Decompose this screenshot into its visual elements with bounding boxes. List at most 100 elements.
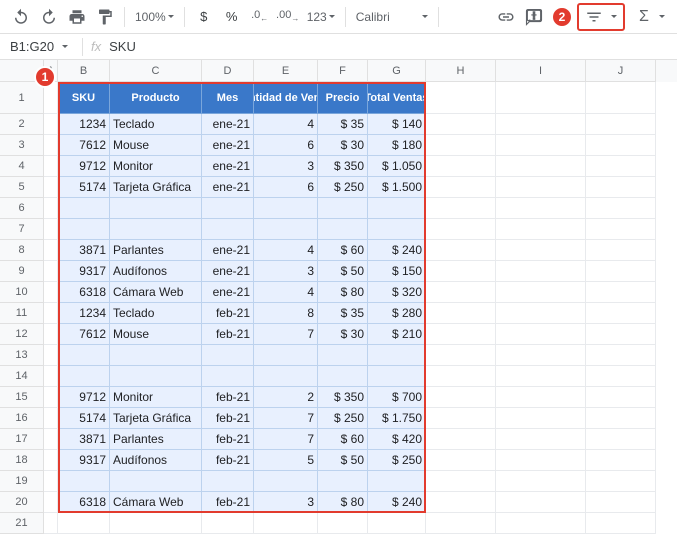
cell[interactable] [496,177,586,198]
cell[interactable]: Monitor [110,156,202,177]
row-header-18[interactable]: 18 [0,450,44,471]
cell[interactable]: feb-21 [202,408,254,429]
cell[interactable]: $ 60 [318,429,368,450]
cell[interactable] [368,471,426,492]
cell[interactable] [586,324,656,345]
cell[interactable]: 2 [254,387,318,408]
filter-button[interactable] [581,4,607,30]
cell[interactable] [496,324,586,345]
cell[interactable]: $ 350 [318,156,368,177]
row-header-10[interactable]: 10 [0,282,44,303]
redo-button[interactable] [36,4,62,30]
cell[interactable] [44,387,58,408]
cell[interactable]: ene-21 [202,156,254,177]
cell[interactable]: 3 [254,156,318,177]
cell[interactable]: $ 35 [318,114,368,135]
format-123-dropdown[interactable]: 123 [303,10,339,24]
cell[interactable] [426,219,496,240]
cell[interactable] [202,219,254,240]
cell[interactable]: 3871 [58,429,110,450]
column-header-H[interactable]: H [426,60,496,82]
row-header-2[interactable]: 2 [0,114,44,135]
cell[interactable] [318,513,368,534]
row-header-17[interactable]: 17 [0,429,44,450]
cell[interactable]: feb-21 [202,429,254,450]
cell[interactable] [496,282,586,303]
cell[interactable] [496,387,586,408]
zoom-dropdown[interactable]: 100% [131,10,178,24]
cell[interactable]: $ 30 [318,135,368,156]
cell[interactable] [254,471,318,492]
cell[interactable]: $ 320 [368,282,426,303]
currency-button[interactable]: $ [191,4,217,30]
cell[interactable] [496,450,586,471]
cell[interactable] [44,261,58,282]
cell[interactable] [368,198,426,219]
row-header-4[interactable]: 4 [0,156,44,177]
cell-grid[interactable]: SKUProductoMesCantidad de VentasPrecioTo… [44,82,677,534]
cell[interactable]: ene-21 [202,240,254,261]
cell[interactable] [426,471,496,492]
row-header-6[interactable]: 6 [0,198,44,219]
cell[interactable]: 6318 [58,492,110,513]
cell[interactable] [44,282,58,303]
cell[interactable]: feb-21 [202,387,254,408]
cell[interactable]: 9712 [58,387,110,408]
name-box[interactable]: B1:G20 [4,37,74,56]
cell[interactable]: 4 [254,282,318,303]
cell[interactable] [496,135,586,156]
cell[interactable]: $ 240 [368,240,426,261]
cell[interactable]: Mouse [110,324,202,345]
cell[interactable]: Teclado [110,303,202,324]
cell[interactable]: $ 1.750 [368,408,426,429]
cell[interactable] [318,198,368,219]
cell[interactable] [496,492,586,513]
cell[interactable] [586,282,656,303]
cell[interactable] [586,492,656,513]
cell[interactable]: feb-21 [202,492,254,513]
cell[interactable] [426,492,496,513]
cell[interactable]: $ 180 [368,135,426,156]
cell[interactable]: Monitor [110,387,202,408]
cell[interactable] [44,135,58,156]
cell[interactable] [110,219,202,240]
cell[interactable] [202,471,254,492]
cell[interactable]: $ 80 [318,492,368,513]
cell[interactable] [496,198,586,219]
row-header-19[interactable]: 19 [0,471,44,492]
row-header-9[interactable]: 9 [0,261,44,282]
cell[interactable]: ene-21 [202,282,254,303]
cell[interactable] [586,114,656,135]
cell[interactable] [586,303,656,324]
cell[interactable]: 5174 [58,408,110,429]
cell[interactable]: $ 420 [368,429,426,450]
functions-button[interactable]: Σ [631,4,657,30]
cell[interactable] [44,513,58,534]
row-header-3[interactable]: 3 [0,135,44,156]
cell[interactable] [44,198,58,219]
cell[interactable] [586,366,656,387]
cell[interactable] [58,471,110,492]
cell[interactable] [586,261,656,282]
cell[interactable] [426,429,496,450]
cell[interactable]: Tarjeta Gráfica [110,408,202,429]
cell[interactable]: $ 280 [368,303,426,324]
cell[interactable] [586,177,656,198]
header-cell[interactable]: Producto [110,82,202,114]
cell[interactable] [426,303,496,324]
cell[interactable]: $ 150 [368,261,426,282]
cell[interactable] [254,366,318,387]
cell[interactable] [426,261,496,282]
cell[interactable] [318,366,368,387]
cell[interactable]: Teclado [110,114,202,135]
row-header-7[interactable]: 7 [0,219,44,240]
insert-comment-button[interactable]: + [521,4,547,30]
cell[interactable] [44,429,58,450]
cell[interactable]: Parlantes [110,240,202,261]
cell[interactable] [586,156,656,177]
cell[interactable] [58,198,110,219]
cell[interactable] [58,366,110,387]
cell[interactable] [586,387,656,408]
cell[interactable] [44,408,58,429]
cell[interactable] [44,240,58,261]
